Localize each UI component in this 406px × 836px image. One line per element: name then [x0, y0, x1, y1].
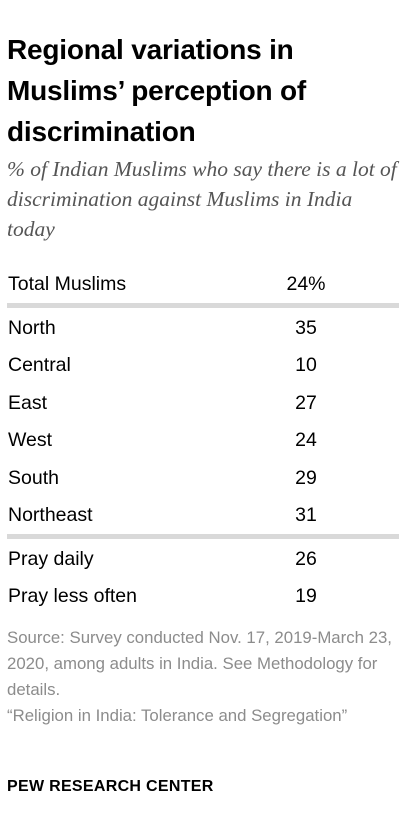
row-value: 27	[295, 391, 317, 414]
row-label: East	[8, 391, 48, 414]
source-note: Source: Survey conducted Nov. 17, 2019-M…	[7, 625, 403, 729]
row-value: 19	[295, 585, 317, 607]
row-value: 24	[295, 429, 317, 451]
row-label: Total Muslims	[8, 273, 127, 295]
row-value: 26	[295, 547, 317, 570]
table-row: Total Muslims 24%	[0, 266, 406, 302]
row-label: Northeast	[8, 504, 93, 526]
table-row: Pray less often 19	[0, 578, 406, 614]
row-label: South	[8, 466, 59, 489]
row-label: Central	[8, 354, 71, 376]
source-text: Source: Survey conducted Nov. 17, 2019-M…	[7, 628, 392, 699]
table-row: North 35	[0, 310, 406, 346]
row-value: 10	[295, 354, 317, 376]
table-row: South 29	[0, 460, 406, 496]
row-label: Pray daily	[8, 547, 94, 570]
table-row: East 27	[0, 385, 406, 421]
table-row: Northeast 31	[0, 497, 406, 533]
brand-logo-text: PEW RESEARCH CENTER	[7, 778, 214, 795]
row-value: 35	[295, 316, 317, 339]
table-row: Pray daily 26	[0, 541, 406, 577]
group-divider	[7, 302, 399, 308]
row-label: Pray less often	[8, 585, 137, 607]
group-divider	[7, 533, 399, 539]
table-row: West 24	[0, 422, 406, 458]
report-title: “Religion in India: Tolerance and Segreg…	[7, 706, 348, 725]
row-label: North	[8, 316, 56, 339]
row-value: 29	[295, 466, 317, 489]
row-label: West	[8, 429, 53, 451]
chart-title: Regional variations in Muslims’ percepti…	[7, 34, 306, 147]
row-value: 24%	[286, 273, 326, 295]
row-value: 31	[295, 504, 317, 526]
chart-subtitle: % of Indian Muslims who say there is a l…	[7, 157, 397, 241]
table-row: Central 10	[0, 347, 406, 383]
